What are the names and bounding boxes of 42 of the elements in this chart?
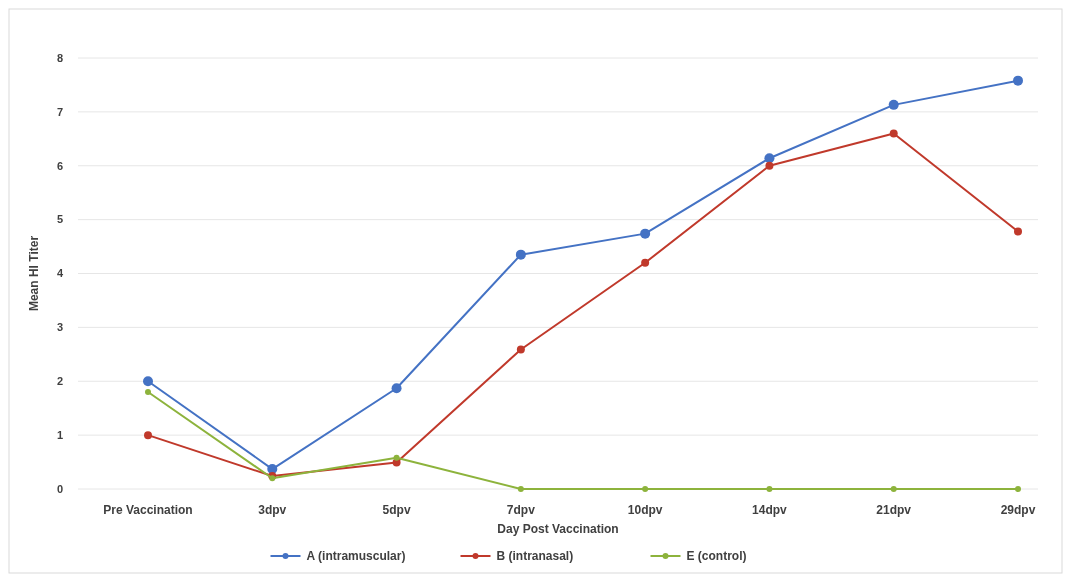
- y-tick-label: 7: [56, 105, 63, 118]
- point: [144, 431, 152, 440]
- x-tick-label: 14dpv: [752, 503, 788, 517]
- point: [766, 486, 773, 492]
- point: [1013, 75, 1023, 86]
- y-tick-label: 0: [56, 482, 63, 495]
- x-tick-label: 3dpv: [258, 503, 287, 517]
- y-tick-label: 3: [56, 321, 63, 334]
- point: [145, 389, 151, 396]
- point: [641, 258, 650, 267]
- y-tick-label: 4: [56, 267, 64, 280]
- x-tick-label: 7dpv: [506, 503, 536, 517]
- y-tick-label: 8: [56, 51, 63, 64]
- x-tick-label: 10dpv: [627, 503, 663, 517]
- point: [890, 486, 897, 492]
- y-tick-label: 5: [56, 213, 63, 226]
- x-axis-title: Day Post Vaccination: [497, 522, 619, 536]
- y-axis-title: Mean HI Titer: [27, 235, 41, 312]
- legend-label: E (control): [686, 549, 747, 564]
- point: [516, 345, 525, 354]
- point: [391, 383, 402, 394]
- point: [517, 486, 524, 492]
- point: [515, 249, 526, 260]
- point: [1015, 486, 1021, 492]
- y-tick-label: 6: [56, 159, 63, 172]
- point: [765, 161, 774, 170]
- point: [393, 454, 400, 461]
- x-tick-label: 29dpv: [1000, 503, 1036, 517]
- legend-label: B (intranasal): [496, 549, 574, 564]
- point: [143, 376, 153, 387]
- y-tick-label: 1: [56, 428, 63, 441]
- point: [1014, 227, 1022, 236]
- point: [640, 228, 651, 239]
- y-tick-label: 2: [56, 375, 63, 388]
- legend-label: A (intramuscular): [306, 549, 406, 564]
- x-tick-label: 21dpv: [876, 503, 912, 517]
- point: [764, 153, 775, 164]
- point: [888, 99, 899, 110]
- point: [889, 129, 898, 138]
- point: [642, 486, 649, 492]
- x-tick-label: 5dpv: [382, 503, 411, 517]
- x-tick-label: Pre Vaccination: [103, 503, 193, 517]
